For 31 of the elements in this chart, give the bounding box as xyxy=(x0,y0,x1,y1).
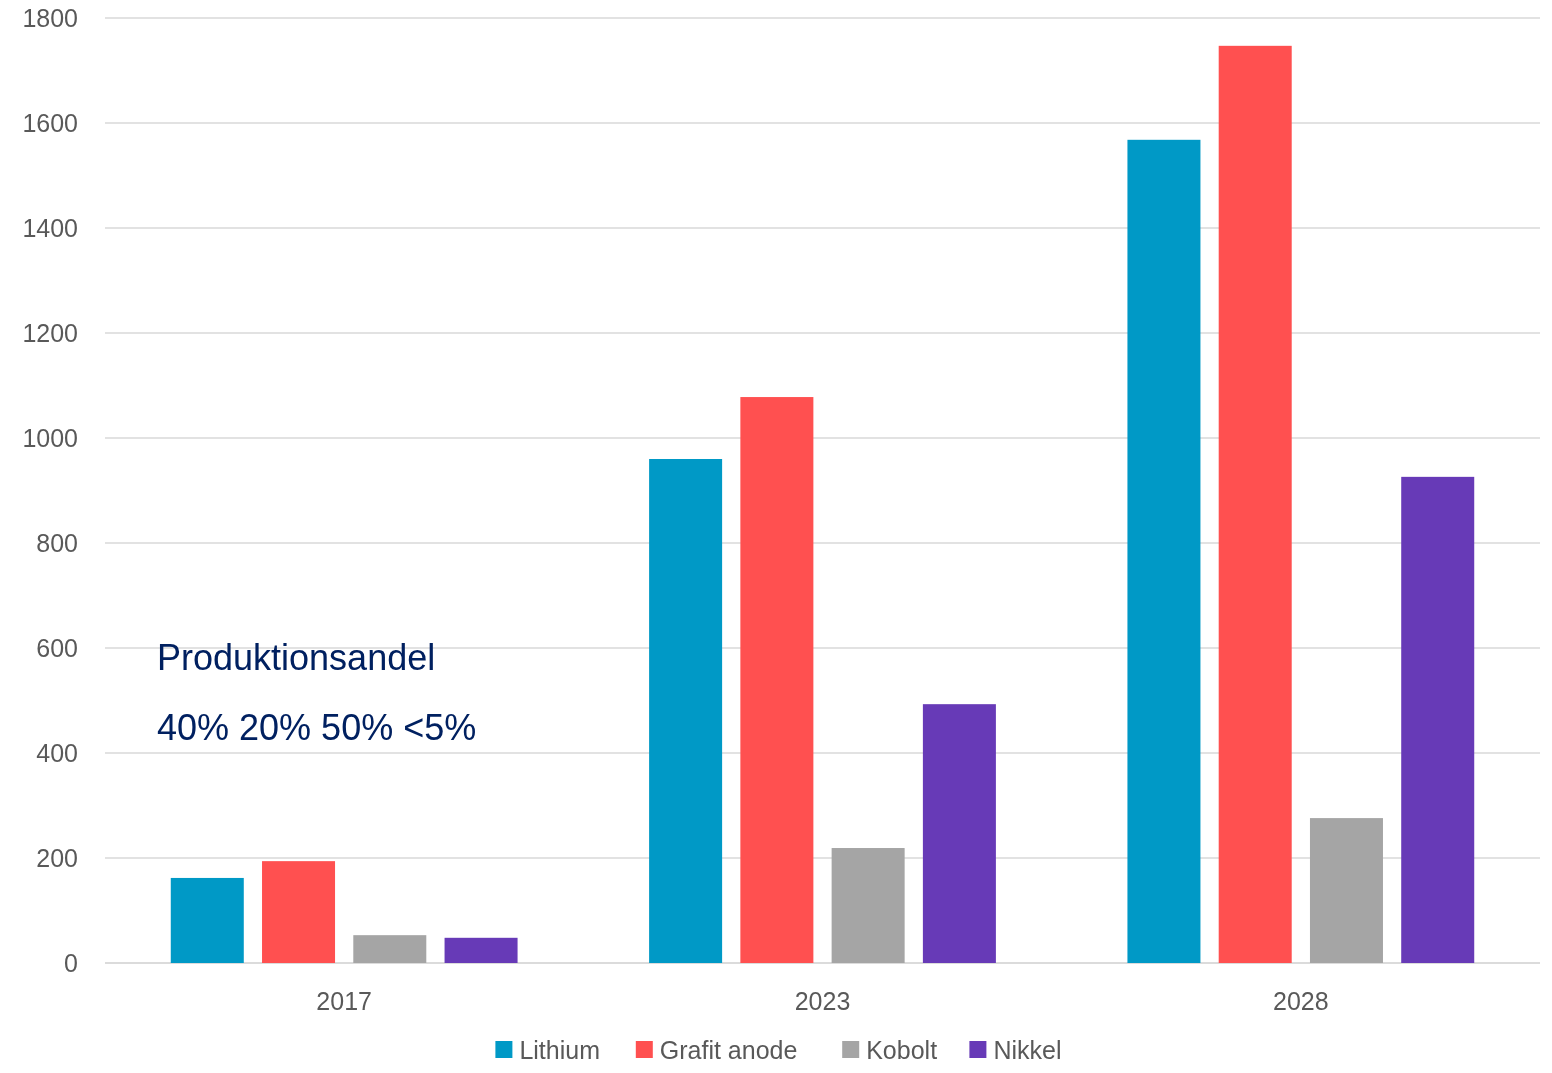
bar xyxy=(1127,139,1201,963)
y-tick-label: 0 xyxy=(64,948,78,977)
bar xyxy=(1309,818,1383,963)
bar xyxy=(1218,45,1292,963)
bar xyxy=(353,935,427,963)
y-tick-label: 1800 xyxy=(22,3,78,32)
y-tick-label: 1600 xyxy=(22,108,78,137)
bar xyxy=(444,937,518,963)
y-tick-label: 1000 xyxy=(22,423,78,452)
bar xyxy=(649,459,723,963)
y-tick-label: 800 xyxy=(36,528,78,557)
x-tick-label: 2017 xyxy=(316,987,372,1015)
annotation: Produktionsandel xyxy=(157,637,436,678)
bar xyxy=(170,877,244,963)
annotation: 40% 20% 50% <5% xyxy=(157,707,477,748)
legend-label: Nikkel xyxy=(993,1036,1062,1064)
bar xyxy=(1401,476,1475,963)
legend-label: Kobolt xyxy=(866,1036,938,1064)
legend-label: Lithium xyxy=(519,1036,600,1064)
y-tick-label: 200 xyxy=(36,843,78,872)
legend-label: Grafit anode xyxy=(659,1036,798,1064)
x-tick-label: 2023 xyxy=(794,987,851,1015)
y-tick-label: 1400 xyxy=(22,213,78,242)
x-tick-label: 2028 xyxy=(1273,987,1329,1015)
bar xyxy=(740,397,814,963)
bar xyxy=(831,848,905,963)
bar xyxy=(262,861,336,963)
y-tick-label: 400 xyxy=(36,738,78,767)
bar xyxy=(922,704,996,963)
y-tick-label: 600 xyxy=(36,633,78,662)
y-tick-label: 1200 xyxy=(22,318,78,347)
